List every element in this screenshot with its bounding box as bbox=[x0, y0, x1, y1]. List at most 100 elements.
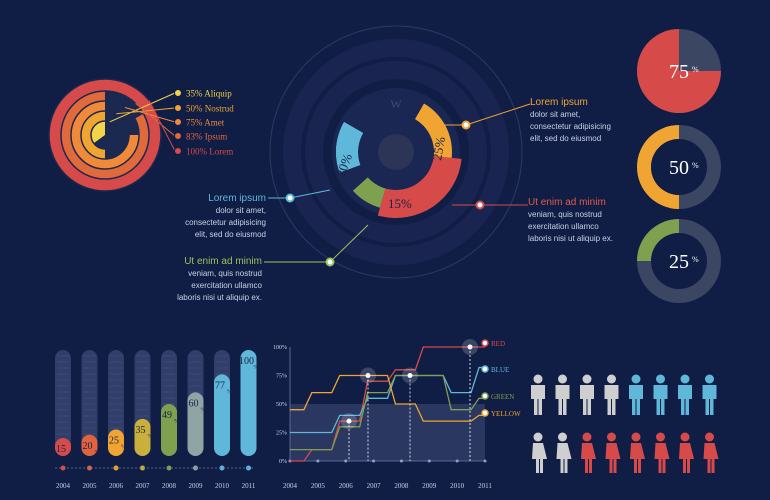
annotation-line: consectetur adipisicing bbox=[530, 122, 611, 131]
legend-label: 35% Aliquip bbox=[186, 89, 232, 99]
gauge-value: 50 bbox=[669, 157, 689, 179]
gauge-fill bbox=[637, 125, 679, 209]
legend-label: 50% Nostrud bbox=[186, 104, 234, 114]
annotation-dot bbox=[285, 193, 295, 203]
female-icon bbox=[532, 443, 547, 473]
male-icon bbox=[702, 385, 717, 415]
annotation-line: dolor sit amet, bbox=[530, 110, 581, 119]
series-legend-dot bbox=[481, 339, 489, 347]
female-icon bbox=[705, 432, 714, 442]
female-icon bbox=[703, 443, 719, 473]
bar-value-label: 49 bbox=[162, 410, 172, 421]
x-tick-dot bbox=[399, 459, 403, 463]
x-tick-label: 2004 bbox=[283, 482, 298, 490]
gauge-value: 75 bbox=[669, 61, 689, 83]
donut-segment bbox=[352, 177, 386, 208]
x-tick-label: 2010 bbox=[450, 482, 465, 490]
x-tick-label: 2009 bbox=[422, 482, 437, 490]
gauge-hole bbox=[651, 233, 707, 289]
series-legend-label: RED bbox=[491, 340, 505, 348]
line-series bbox=[290, 366, 485, 434]
bar-value-unit: % bbox=[68, 453, 73, 459]
gauge-value: 25 bbox=[669, 251, 689, 273]
bar-value-unit: % bbox=[201, 407, 206, 413]
series-legend-dot bbox=[481, 409, 489, 417]
male-icon bbox=[604, 385, 619, 415]
annotation-title: Ut enim ad minim bbox=[184, 256, 262, 267]
female-icon bbox=[654, 443, 670, 473]
donut-center bbox=[378, 134, 414, 170]
x-tick-dot bbox=[372, 459, 376, 463]
male-icon bbox=[531, 385, 545, 415]
bar-value-unit: % bbox=[227, 389, 232, 395]
x-tick-dot bbox=[344, 459, 348, 463]
ring-divider bbox=[48, 78, 162, 192]
bar-value-unit: % bbox=[95, 450, 100, 456]
annotation-line: elit, sed do eiusmod bbox=[530, 134, 602, 143]
male-icon bbox=[629, 385, 643, 415]
donut-center-label: W bbox=[390, 97, 402, 111]
ring-divider bbox=[60, 90, 150, 180]
bar-axis-dot bbox=[140, 465, 145, 471]
y-tick-label: 50% bbox=[276, 402, 287, 408]
bar bbox=[161, 404, 177, 456]
legend-leader bbox=[109, 92, 176, 123]
legend-label: 100% Lorem bbox=[186, 147, 233, 157]
series-legend-label: GREEN bbox=[491, 393, 514, 401]
series-legend-label: YELLOW bbox=[491, 410, 521, 418]
bar-value-label: 20 bbox=[83, 441, 93, 452]
bar bbox=[55, 438, 71, 456]
annotation-left-mid: Lorem ipsum dolor sit amet, consectetur … bbox=[176, 193, 266, 241]
x-tick-dot bbox=[483, 459, 487, 463]
female-icon bbox=[679, 443, 694, 473]
female-icon bbox=[656, 432, 665, 442]
female-icon bbox=[533, 432, 543, 442]
gauge-unit: % bbox=[692, 255, 699, 264]
annotation-line: elit, sed do eiusmod bbox=[194, 230, 266, 239]
donut-segment bbox=[377, 155, 462, 218]
male-icon bbox=[705, 374, 714, 384]
ring-divider bbox=[80, 110, 130, 160]
donut-segment bbox=[415, 103, 453, 158]
female-icon bbox=[558, 432, 567, 442]
annotation-top-right: Lorem ipsum dolor sit amet, consectetur … bbox=[530, 97, 640, 145]
x-tick-label: 2006 bbox=[339, 482, 354, 490]
legend-label: 75% Amet bbox=[186, 118, 225, 128]
bar-value-unit: % bbox=[174, 419, 179, 425]
x-tick-dot bbox=[316, 459, 320, 463]
bar-value-unit: % bbox=[254, 365, 259, 371]
annotation-dot bbox=[475, 200, 485, 210]
annotation-line: laboris nisi ut aliquip ex. bbox=[528, 234, 613, 243]
legend-dot bbox=[174, 104, 182, 112]
gauge-fill bbox=[637, 29, 721, 113]
ring-remainder bbox=[105, 111, 129, 159]
bar-track bbox=[81, 350, 98, 456]
y-tick-label: 0% bbox=[279, 459, 287, 465]
male-icon bbox=[653, 385, 668, 415]
female-icon bbox=[605, 443, 621, 473]
annotation-line: laboris nisi ut aliquip ex. bbox=[177, 293, 262, 302]
donut-segment bbox=[336, 122, 364, 173]
bar bbox=[214, 374, 230, 456]
legend-leader bbox=[148, 100, 176, 152]
legend-leader bbox=[116, 107, 176, 115]
series-legend-label: BLUE bbox=[491, 366, 509, 374]
bar-track bbox=[108, 350, 124, 456]
bar bbox=[108, 429, 124, 456]
bar bbox=[134, 418, 151, 456]
bar-value-label: 100 bbox=[239, 356, 254, 367]
male-icon bbox=[558, 374, 567, 384]
y-tick-label: 75% bbox=[276, 374, 287, 380]
annotation-right-mid: Ut enim ad minim veniam, quis nostrud ex… bbox=[528, 197, 638, 245]
legend-leader bbox=[135, 102, 176, 137]
donut-halo bbox=[305, 61, 487, 243]
bar-value-label: 15 bbox=[56, 444, 66, 455]
bar-tick-label: 2005 bbox=[83, 482, 98, 490]
annotation-line: veniam, quis nostrud bbox=[188, 269, 262, 278]
x-tick-label: 2008 bbox=[394, 482, 409, 490]
donut-segment-label: 25% bbox=[429, 135, 448, 161]
legend-dot bbox=[174, 118, 182, 126]
legend-dot bbox=[174, 147, 182, 155]
y-tick-label: 100% bbox=[273, 345, 287, 351]
